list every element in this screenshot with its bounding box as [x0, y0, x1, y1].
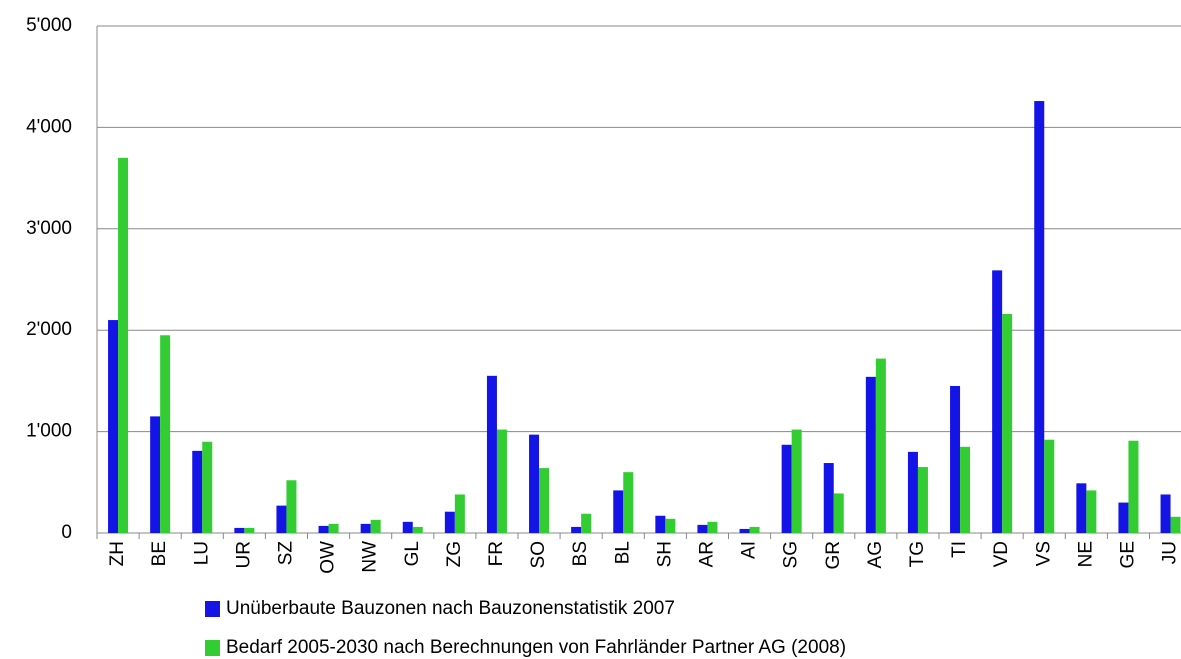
bar — [328, 523, 339, 533]
bar — [581, 513, 592, 533]
bar — [360, 523, 371, 533]
bar — [539, 468, 550, 533]
x-tick-label: AI — [739, 541, 760, 559]
x-tick-label: ZG — [444, 541, 465, 567]
bar — [402, 521, 413, 533]
x-tick-label: GE — [1117, 541, 1138, 568]
x-tick-label: SH — [654, 541, 675, 567]
bar — [1044, 439, 1055, 533]
bar — [665, 518, 676, 533]
bar — [496, 429, 507, 533]
y-tick-label: 3'000 — [26, 218, 72, 239]
x-tick-label: VD — [991, 541, 1012, 567]
bar — [917, 467, 928, 533]
x-tick-label: UR — [233, 541, 254, 568]
x-tick-label: NE — [1075, 541, 1096, 567]
bar — [318, 525, 329, 533]
bar — [1076, 483, 1087, 533]
bar — [1128, 440, 1139, 533]
x-tick-label: AR — [696, 541, 717, 567]
bar — [697, 524, 708, 533]
x-tick-label: TI — [949, 541, 970, 558]
bar — [276, 505, 287, 533]
bar — [907, 451, 918, 533]
y-tick-label: 4'000 — [26, 116, 72, 137]
bar — [1160, 494, 1171, 533]
bar — [202, 441, 213, 533]
x-tick-label: LU — [191, 541, 212, 565]
legend-swatch — [205, 601, 220, 617]
bar — [791, 429, 802, 533]
bar — [950, 385, 961, 533]
bar — [1086, 490, 1097, 533]
legend-swatch — [205, 640, 220, 656]
x-tick-label: GL — [402, 541, 423, 566]
bar — [1034, 101, 1045, 533]
bar — [655, 515, 666, 533]
x-tick-label: BS — [570, 541, 591, 566]
bar — [234, 527, 245, 533]
x-tick-label: ZH — [107, 541, 128, 566]
x-tick-label: JU — [1160, 541, 1181, 564]
y-tick-label: 5'000 — [26, 15, 72, 36]
bar — [244, 527, 255, 533]
bar — [992, 270, 1003, 533]
bar — [833, 493, 844, 533]
x-tick-label: BE — [149, 541, 170, 566]
x-tick-label: SG — [781, 541, 802, 568]
bar — [739, 528, 750, 533]
x-tick-label: GR — [823, 541, 844, 570]
bar — [1170, 516, 1181, 533]
bar — [412, 526, 423, 533]
bar — [370, 519, 381, 533]
bar — [118, 157, 129, 533]
bar — [960, 446, 971, 533]
bar — [571, 526, 582, 533]
x-tick-label: TG — [907, 541, 928, 567]
bar — [444, 511, 455, 533]
bar — [875, 358, 886, 533]
x-tick-label: SZ — [275, 541, 296, 566]
bar — [1002, 313, 1013, 533]
x-tick-label: OW — [318, 541, 339, 574]
bar — [613, 490, 624, 533]
bar — [623, 472, 634, 533]
bar — [150, 416, 161, 533]
legend-label: Bedarf 2005-2030 nach Berechnungen von F… — [226, 637, 846, 658]
bar — [160, 335, 171, 533]
bar — [749, 526, 760, 533]
bar — [454, 494, 465, 533]
bar — [707, 521, 718, 533]
bar — [529, 434, 540, 533]
bar — [1118, 502, 1129, 533]
bar — [823, 463, 834, 533]
x-tick-label: NW — [360, 541, 381, 573]
bar — [781, 444, 792, 533]
x-tick-label: AG — [865, 541, 886, 568]
legend-label: Unüberbaute Bauzonen nach Bauzonenstatis… — [226, 598, 675, 619]
x-tick-label: BL — [612, 541, 633, 564]
bar — [192, 450, 203, 533]
x-tick-label: VS — [1033, 541, 1054, 566]
y-tick-label: 0 — [61, 522, 72, 543]
y-tick-label: 2'000 — [26, 319, 72, 340]
bar — [108, 320, 119, 533]
x-tick-label: SO — [528, 541, 549, 568]
bar — [286, 480, 297, 533]
bar — [865, 376, 876, 533]
y-tick-label: 1'000 — [26, 421, 72, 442]
x-tick-label: FR — [486, 541, 507, 566]
bar — [486, 375, 497, 533]
